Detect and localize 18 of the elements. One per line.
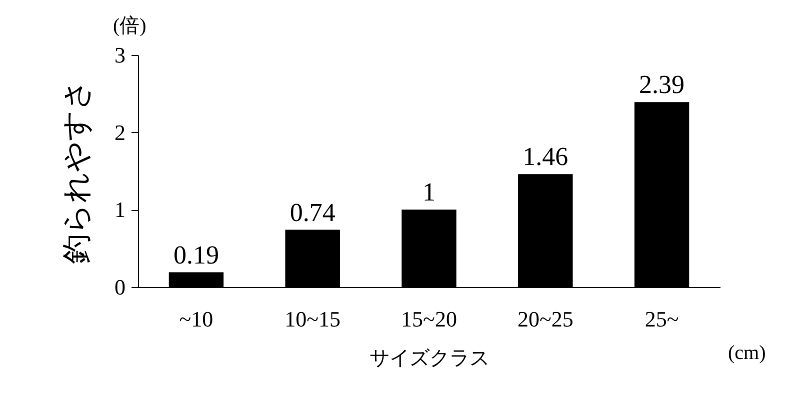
x-tick-label: ~10	[179, 306, 214, 332]
y-tick-label: 3	[114, 42, 126, 68]
text: (cm)	[728, 342, 766, 365]
text: (倍)	[113, 14, 146, 39]
data-label: 1	[422, 178, 436, 207]
y-tick-label: 0	[114, 274, 126, 300]
y-axis-title: 釣られやすさ	[60, 79, 94, 264]
y-tick-label: 1	[114, 197, 126, 222]
data-label: 1.46	[522, 142, 568, 172]
data-label: 0.74	[290, 198, 336, 227]
x-tick-label: 25~	[644, 306, 679, 332]
data-label: 2.39	[639, 70, 685, 100]
x-axis-title: サイズクラス	[370, 346, 490, 370]
data-label: 0.19	[173, 240, 219, 270]
x-tick-label: 20~25	[517, 306, 574, 332]
x-tick-label: 10~15	[284, 306, 341, 332]
x-tick-label: 15~20	[401, 306, 457, 332]
y-tick-label: 2	[114, 120, 126, 145]
